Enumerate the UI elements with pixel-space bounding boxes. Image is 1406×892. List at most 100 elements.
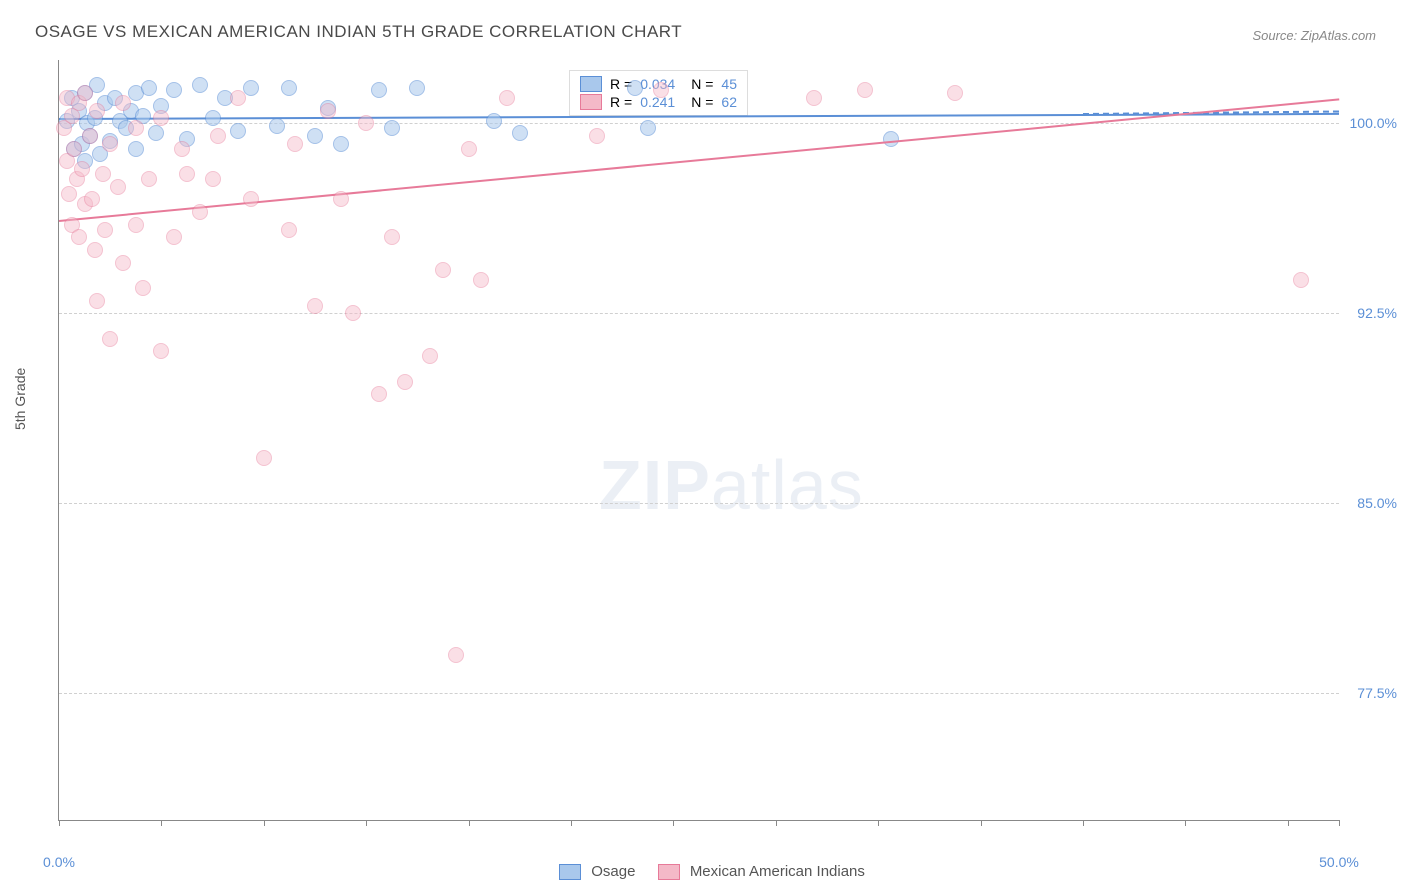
point-mexican (166, 229, 182, 245)
point-mexican (66, 141, 82, 157)
gridline (59, 123, 1339, 124)
point-mexican (97, 222, 113, 238)
point-mexican (806, 90, 822, 106)
point-mexican (281, 222, 297, 238)
gridline (59, 313, 1339, 314)
point-mexican (320, 103, 336, 119)
point-osage (281, 80, 297, 96)
y-tick-label: 85.0% (1357, 495, 1397, 511)
point-osage (640, 120, 656, 136)
point-mexican (333, 191, 349, 207)
point-mexican (371, 386, 387, 402)
point-mexican (84, 191, 100, 207)
point-mexican (141, 171, 157, 187)
x-tick (1288, 820, 1289, 826)
point-mexican (89, 103, 105, 119)
x-tick (366, 820, 367, 826)
point-mexican (115, 95, 131, 111)
point-mexican (87, 242, 103, 258)
n-label: N = (691, 94, 713, 110)
legend-label-osage: Osage (591, 863, 635, 880)
point-osage (627, 80, 643, 96)
x-tick (776, 820, 777, 826)
watermark-atlas: atlas (711, 446, 864, 524)
point-mexican (422, 348, 438, 364)
point-mexican (243, 191, 259, 207)
n-label: N = (691, 76, 713, 92)
point-mexican (358, 115, 374, 131)
point-mexican (77, 85, 93, 101)
point-mexican (589, 128, 605, 144)
point-mexican (653, 82, 669, 98)
watermark-zip: ZIP (599, 446, 711, 524)
point-osage (371, 82, 387, 98)
x-tick (1083, 820, 1084, 826)
n-value-osage: 45 (721, 76, 737, 92)
x-tick (878, 820, 879, 826)
x-tick (1185, 820, 1186, 826)
gridline (59, 503, 1339, 504)
point-mexican (192, 204, 208, 220)
x-tick (981, 820, 982, 826)
swatch-mexican-icon (658, 864, 680, 880)
point-osage (486, 113, 502, 129)
r-label: R = (610, 94, 632, 110)
point-mexican (435, 262, 451, 278)
point-mexican (74, 161, 90, 177)
point-mexican (448, 647, 464, 663)
swatch-osage-icon (559, 864, 581, 880)
point-mexican (210, 128, 226, 144)
x-tick (469, 820, 470, 826)
point-mexican (205, 171, 221, 187)
x-tick (673, 820, 674, 826)
point-mexican (1293, 272, 1309, 288)
point-mexican (287, 136, 303, 152)
legend-label-mexican: Mexican American Indians (690, 863, 865, 880)
point-mexican (115, 255, 131, 271)
x-tick (264, 820, 265, 826)
point-osage (512, 125, 528, 141)
point-mexican (345, 305, 361, 321)
point-mexican (230, 90, 246, 106)
swatch-mexican (580, 94, 602, 110)
point-osage (141, 80, 157, 96)
point-osage (166, 82, 182, 98)
point-mexican (307, 298, 323, 314)
point-mexican (95, 166, 111, 182)
point-mexican (128, 120, 144, 136)
point-osage (409, 80, 425, 96)
point-mexican (110, 179, 126, 195)
point-mexican (256, 450, 272, 466)
point-mexican (102, 331, 118, 347)
point-osage (128, 141, 144, 157)
point-mexican (128, 217, 144, 233)
point-mexican (61, 186, 77, 202)
point-mexican (153, 343, 169, 359)
point-mexican (135, 280, 151, 296)
y-tick-label: 92.5% (1357, 305, 1397, 321)
point-mexican (71, 229, 87, 245)
x-tick (59, 820, 60, 826)
chart-title: OSAGE VS MEXICAN AMERICAN INDIAN 5TH GRA… (35, 22, 682, 42)
swatch-osage (580, 76, 602, 92)
point-mexican (174, 141, 190, 157)
series-legend: Osage Mexican American Indians (0, 863, 1406, 880)
x-tick (1339, 820, 1340, 826)
x-tick (161, 820, 162, 826)
point-mexican (102, 136, 118, 152)
point-mexican (947, 85, 963, 101)
point-mexican (461, 141, 477, 157)
point-mexican (179, 166, 195, 182)
y-tick-label: 77.5% (1357, 685, 1397, 701)
watermark: ZIPatlas (599, 445, 864, 525)
point-osage (230, 123, 246, 139)
gridline (59, 693, 1339, 694)
point-osage (269, 118, 285, 134)
point-osage (384, 120, 400, 136)
point-osage (333, 136, 349, 152)
point-mexican (82, 128, 98, 144)
point-mexican (499, 90, 515, 106)
point-osage (243, 80, 259, 96)
point-mexican (857, 82, 873, 98)
n-value-mexican: 62 (721, 94, 737, 110)
